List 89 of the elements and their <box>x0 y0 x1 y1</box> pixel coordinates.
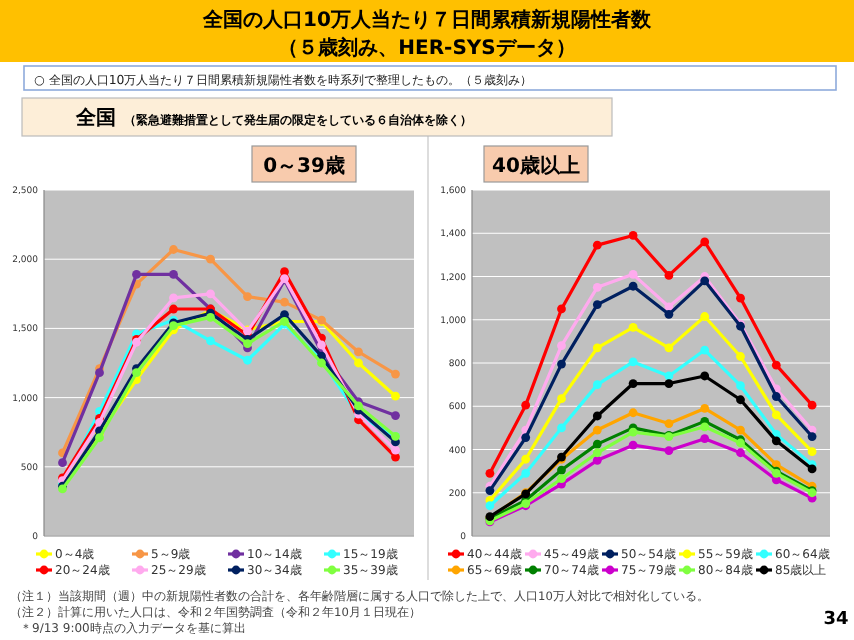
point <box>664 271 674 280</box>
point <box>592 455 602 465</box>
point <box>58 458 67 468</box>
point <box>700 237 710 247</box>
point <box>807 447 817 457</box>
point <box>206 336 215 346</box>
point <box>628 231 638 240</box>
point <box>736 293 745 303</box>
point <box>280 297 289 307</box>
point <box>736 425 745 435</box>
point <box>521 468 531 478</box>
point <box>664 419 674 428</box>
point <box>592 411 602 421</box>
point <box>628 440 638 450</box>
point <box>700 371 710 381</box>
point <box>391 445 400 455</box>
text: 34 <box>823 610 849 630</box>
point <box>485 486 495 495</box>
point <box>664 343 674 353</box>
point <box>95 368 104 378</box>
point <box>700 404 710 413</box>
point <box>592 425 602 435</box>
point <box>243 292 252 301</box>
point <box>664 446 674 455</box>
point <box>317 340 326 350</box>
point <box>700 434 710 444</box>
point <box>592 380 602 390</box>
point <box>628 379 638 388</box>
point <box>557 304 566 314</box>
point <box>132 368 141 378</box>
point <box>557 394 566 404</box>
point <box>521 433 531 443</box>
point <box>391 452 400 462</box>
point <box>700 422 710 432</box>
point <box>521 454 531 464</box>
point <box>628 357 638 367</box>
point <box>521 400 531 410</box>
point <box>169 270 178 279</box>
point <box>592 448 602 458</box>
point <box>771 410 781 420</box>
point <box>557 341 566 351</box>
point <box>700 345 710 355</box>
point <box>132 270 141 279</box>
chart-title: 40歳以上 <box>492 154 580 178</box>
point <box>771 360 781 370</box>
point <box>485 501 495 511</box>
point <box>736 395 745 405</box>
point <box>807 432 817 441</box>
point <box>243 355 252 365</box>
point <box>206 289 215 299</box>
point <box>354 358 363 368</box>
point <box>736 381 745 391</box>
point <box>664 379 674 388</box>
point <box>391 411 400 420</box>
point <box>592 300 602 310</box>
point <box>628 322 638 332</box>
point <box>391 369 400 379</box>
point <box>169 304 178 314</box>
point <box>485 468 495 478</box>
text: 全国 <box>74 106 116 130</box>
point <box>664 309 674 319</box>
point <box>592 240 602 250</box>
point <box>736 448 745 458</box>
point <box>700 312 710 321</box>
text: （５歳刻み、HER-SYSデータ） <box>278 36 576 60</box>
point <box>736 352 745 361</box>
point <box>280 310 289 319</box>
point <box>354 347 363 357</box>
point <box>628 269 638 279</box>
point <box>807 400 817 410</box>
point <box>771 392 781 401</box>
point <box>95 433 104 443</box>
point <box>557 423 566 433</box>
chart-title: 0～39歳 <box>263 154 345 178</box>
point <box>557 474 566 484</box>
point <box>592 439 602 449</box>
text: 全国の人口10万人当たり７日間累積新規陽性者数 <box>201 8 653 32</box>
point <box>628 408 638 418</box>
point <box>169 245 178 254</box>
point <box>592 282 602 292</box>
point <box>169 293 178 303</box>
point <box>771 436 781 446</box>
point <box>557 465 566 475</box>
point <box>628 281 638 291</box>
point <box>557 359 566 369</box>
point <box>206 254 215 264</box>
point <box>592 343 602 353</box>
point <box>391 391 400 401</box>
point <box>700 276 710 286</box>
